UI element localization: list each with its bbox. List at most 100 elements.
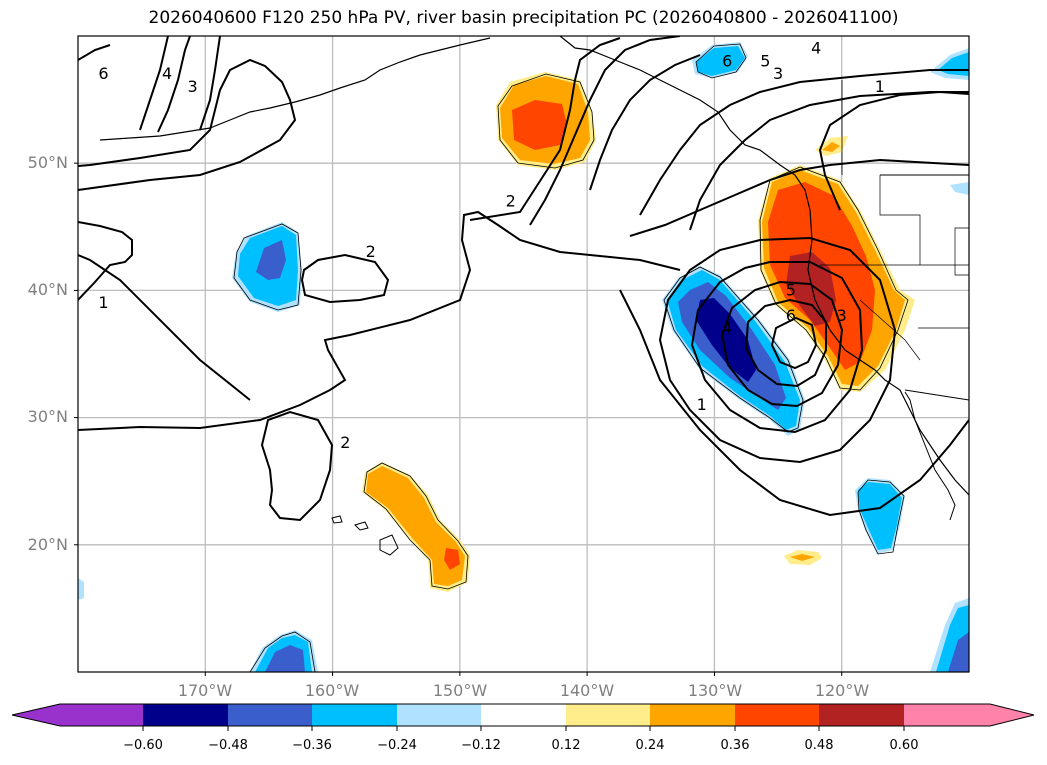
- pv-contour-2-nw: [78, 58, 297, 191]
- contour-label: 4: [162, 64, 172, 83]
- lat-tick-30: 30°N: [27, 407, 68, 426]
- border-california-nevada: [859, 299, 921, 361]
- colorbar-bin: [735, 704, 819, 726]
- colorbar-tick-label: −0.36: [292, 738, 332, 753]
- colorbar-tick-label: 0.60: [889, 738, 919, 753]
- colorbar: [11, 703, 1035, 731]
- pv-contour-ring-1: [658, 236, 897, 464]
- pv-contour-1-loop: [818, 90, 969, 211]
- pv-contour-ring-3: [720, 280, 844, 408]
- precip-fill-baja-sky: [858, 482, 902, 550]
- contour-label: 1: [875, 77, 885, 96]
- coastline-north-america: [559, 36, 969, 496]
- lon-tick-160w: 160°W: [304, 681, 360, 700]
- colorbar-bin: [397, 704, 481, 726]
- colorbar-extend-max: [904, 704, 1034, 726]
- colorbar-bin: [819, 704, 904, 726]
- pv-contour-1-arc: [78, 254, 251, 401]
- colorbar-bin: [143, 704, 228, 726]
- precip-outline-westcoast: [759, 166, 909, 391]
- pv-contour-4-ridge: [589, 54, 701, 191]
- pv-contour-5-nw: [139, 36, 169, 131]
- colorbar-tick-label: 0.12: [551, 738, 581, 753]
- border-states-3: [954, 227, 969, 276]
- pv-contour-ring-2: [690, 261, 864, 434]
- precip-fill-small-orange: [790, 554, 815, 561]
- colorbar-bin: [650, 704, 735, 726]
- colorbar-extend-min: [12, 704, 143, 726]
- colorbar-tick-label: −0.12: [461, 738, 501, 753]
- lat-tick-40: 40°N: [27, 280, 68, 299]
- lat-tick-50: 50°N: [27, 153, 68, 172]
- contour-label: 1: [98, 293, 108, 312]
- contour-label: 4: [811, 39, 821, 58]
- contour-label: 6: [722, 51, 732, 70]
- contour-label: 4: [722, 319, 732, 338]
- precip-fill-se-royal: [948, 632, 969, 672]
- contour-label: 2: [366, 242, 376, 261]
- pv-contour-3-ridge: [529, 36, 681, 226]
- precip-fill-hawaii-orange: [366, 466, 465, 586]
- lon-tick-140w: 140°W: [559, 681, 615, 700]
- precip-outline-alaska: [695, 43, 747, 79]
- pv-contour-2-ring: [300, 253, 390, 304]
- pv-contour-3-jet: [639, 69, 969, 216]
- pv-contour-1-lowloop: [619, 289, 969, 517]
- colorbar-bin: [481, 704, 566, 726]
- precip-outline-gulf-alaska: [497, 73, 595, 169]
- contour-label: 5: [760, 51, 770, 70]
- lon-tick-130w: 130°W: [687, 681, 743, 700]
- pv-contour-1-jet: [629, 158, 969, 237]
- colorbar-bin: [228, 704, 312, 726]
- pv-contour-1-west: [78, 221, 133, 301]
- precip-fill-bc-orange: [822, 142, 840, 152]
- contour-label: 6: [786, 306, 796, 325]
- precip-fill-hawaii-red: [444, 548, 460, 570]
- colorbar-outline: [11, 703, 1035, 727]
- precip-fill-central-royal: [256, 240, 286, 280]
- colorbar-bin: [312, 704, 397, 726]
- lon-tick-150w: 150°W: [432, 681, 488, 700]
- contour-label: 6: [98, 64, 108, 83]
- precipitation-fill-layer: [78, 42, 969, 672]
- precip-fill-ne2-lightblue: [950, 182, 969, 195]
- contour-label: 3: [187, 77, 197, 96]
- pv-contour-layer: [78, 36, 969, 522]
- precip-fill-south-royal: [265, 645, 305, 672]
- coastline-baja: [904, 391, 956, 521]
- lon-tick-170w: 170°W: [177, 681, 233, 700]
- pv-contour-2-main: [78, 210, 681, 431]
- chart-title: 2026040600 F120 250 hPa PV, river basin …: [148, 8, 899, 28]
- precip-fill-offshore-navy: [696, 298, 756, 382]
- contour-label: 1: [697, 395, 707, 414]
- lon-tick-120w: 120°W: [814, 681, 870, 700]
- colorbar-tick-label: 0.36: [720, 738, 750, 753]
- pv-contour-ring-5: [770, 316, 818, 370]
- border-states-1: [879, 175, 969, 266]
- pv-contour-6-nw: [78, 44, 111, 61]
- precip-fill-alaska-sky: [696, 46, 745, 76]
- contour-label: 5: [786, 280, 796, 299]
- pv-contour-4-nw: [157, 36, 191, 133]
- colorbar-tick-label: −0.24: [377, 738, 417, 753]
- coastline-aleutians: [99, 37, 491, 141]
- precip-outline-offshore: [663, 266, 804, 433]
- precip-fill-west-edge: [78, 578, 84, 600]
- border-us-mexico: [904, 389, 969, 401]
- island-hawaii: [379, 534, 399, 556]
- pv-contour-ring-4: [744, 298, 827, 388]
- precip-outline-central: [233, 223, 302, 311]
- pv-contour-2-ridge: [469, 37, 621, 221]
- precip-outline-baja: [857, 479, 905, 555]
- precip-fill-westcoast-darkred: [786, 252, 836, 326]
- coastline-layer: [99, 36, 969, 556]
- contour-label: 2: [340, 433, 350, 452]
- precip-outline-hawaii: [363, 462, 469, 590]
- colorbar-tick-label: 0.24: [635, 738, 665, 753]
- pv-contour-2-loop: [260, 410, 334, 522]
- contour-label: 2: [506, 191, 516, 210]
- precip-fill-gulf-alaska-red: [512, 100, 567, 150]
- colorbar-tick-label: −0.48: [208, 738, 248, 753]
